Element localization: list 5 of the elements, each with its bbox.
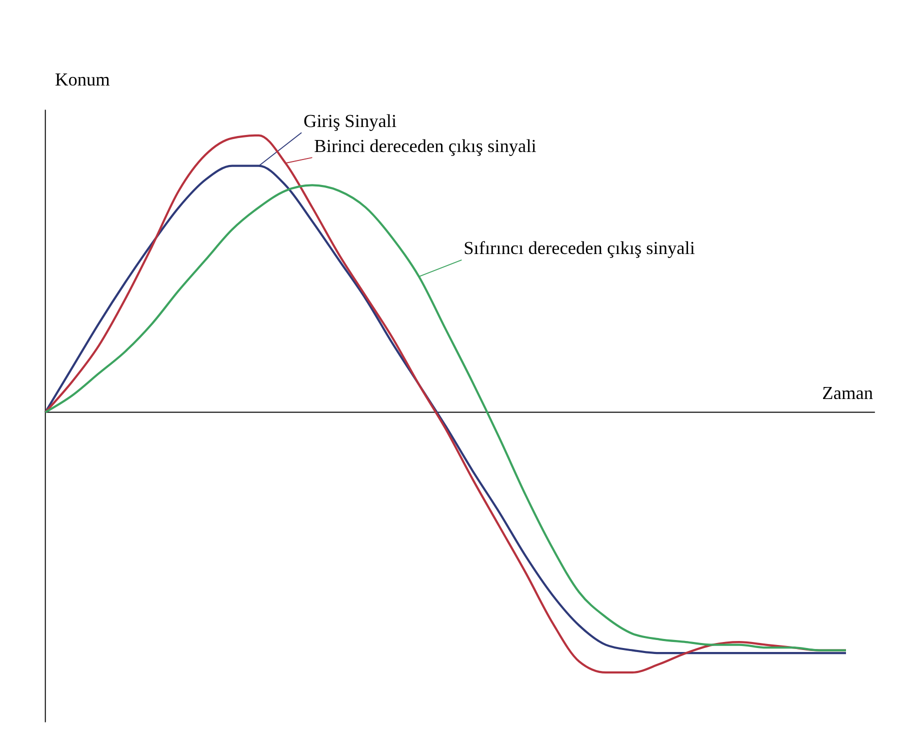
text: Sıfırıncı dereceden çıkış sinyali bbox=[464, 238, 695, 258]
x-axis-title: Zaman bbox=[822, 383, 873, 404]
y-axis-title: Konum bbox=[54, 70, 110, 90]
series-label: Birinci dereceden çıkış sinyali bbox=[314, 136, 536, 156]
text: Giriş Sinyali bbox=[303, 110, 397, 131]
